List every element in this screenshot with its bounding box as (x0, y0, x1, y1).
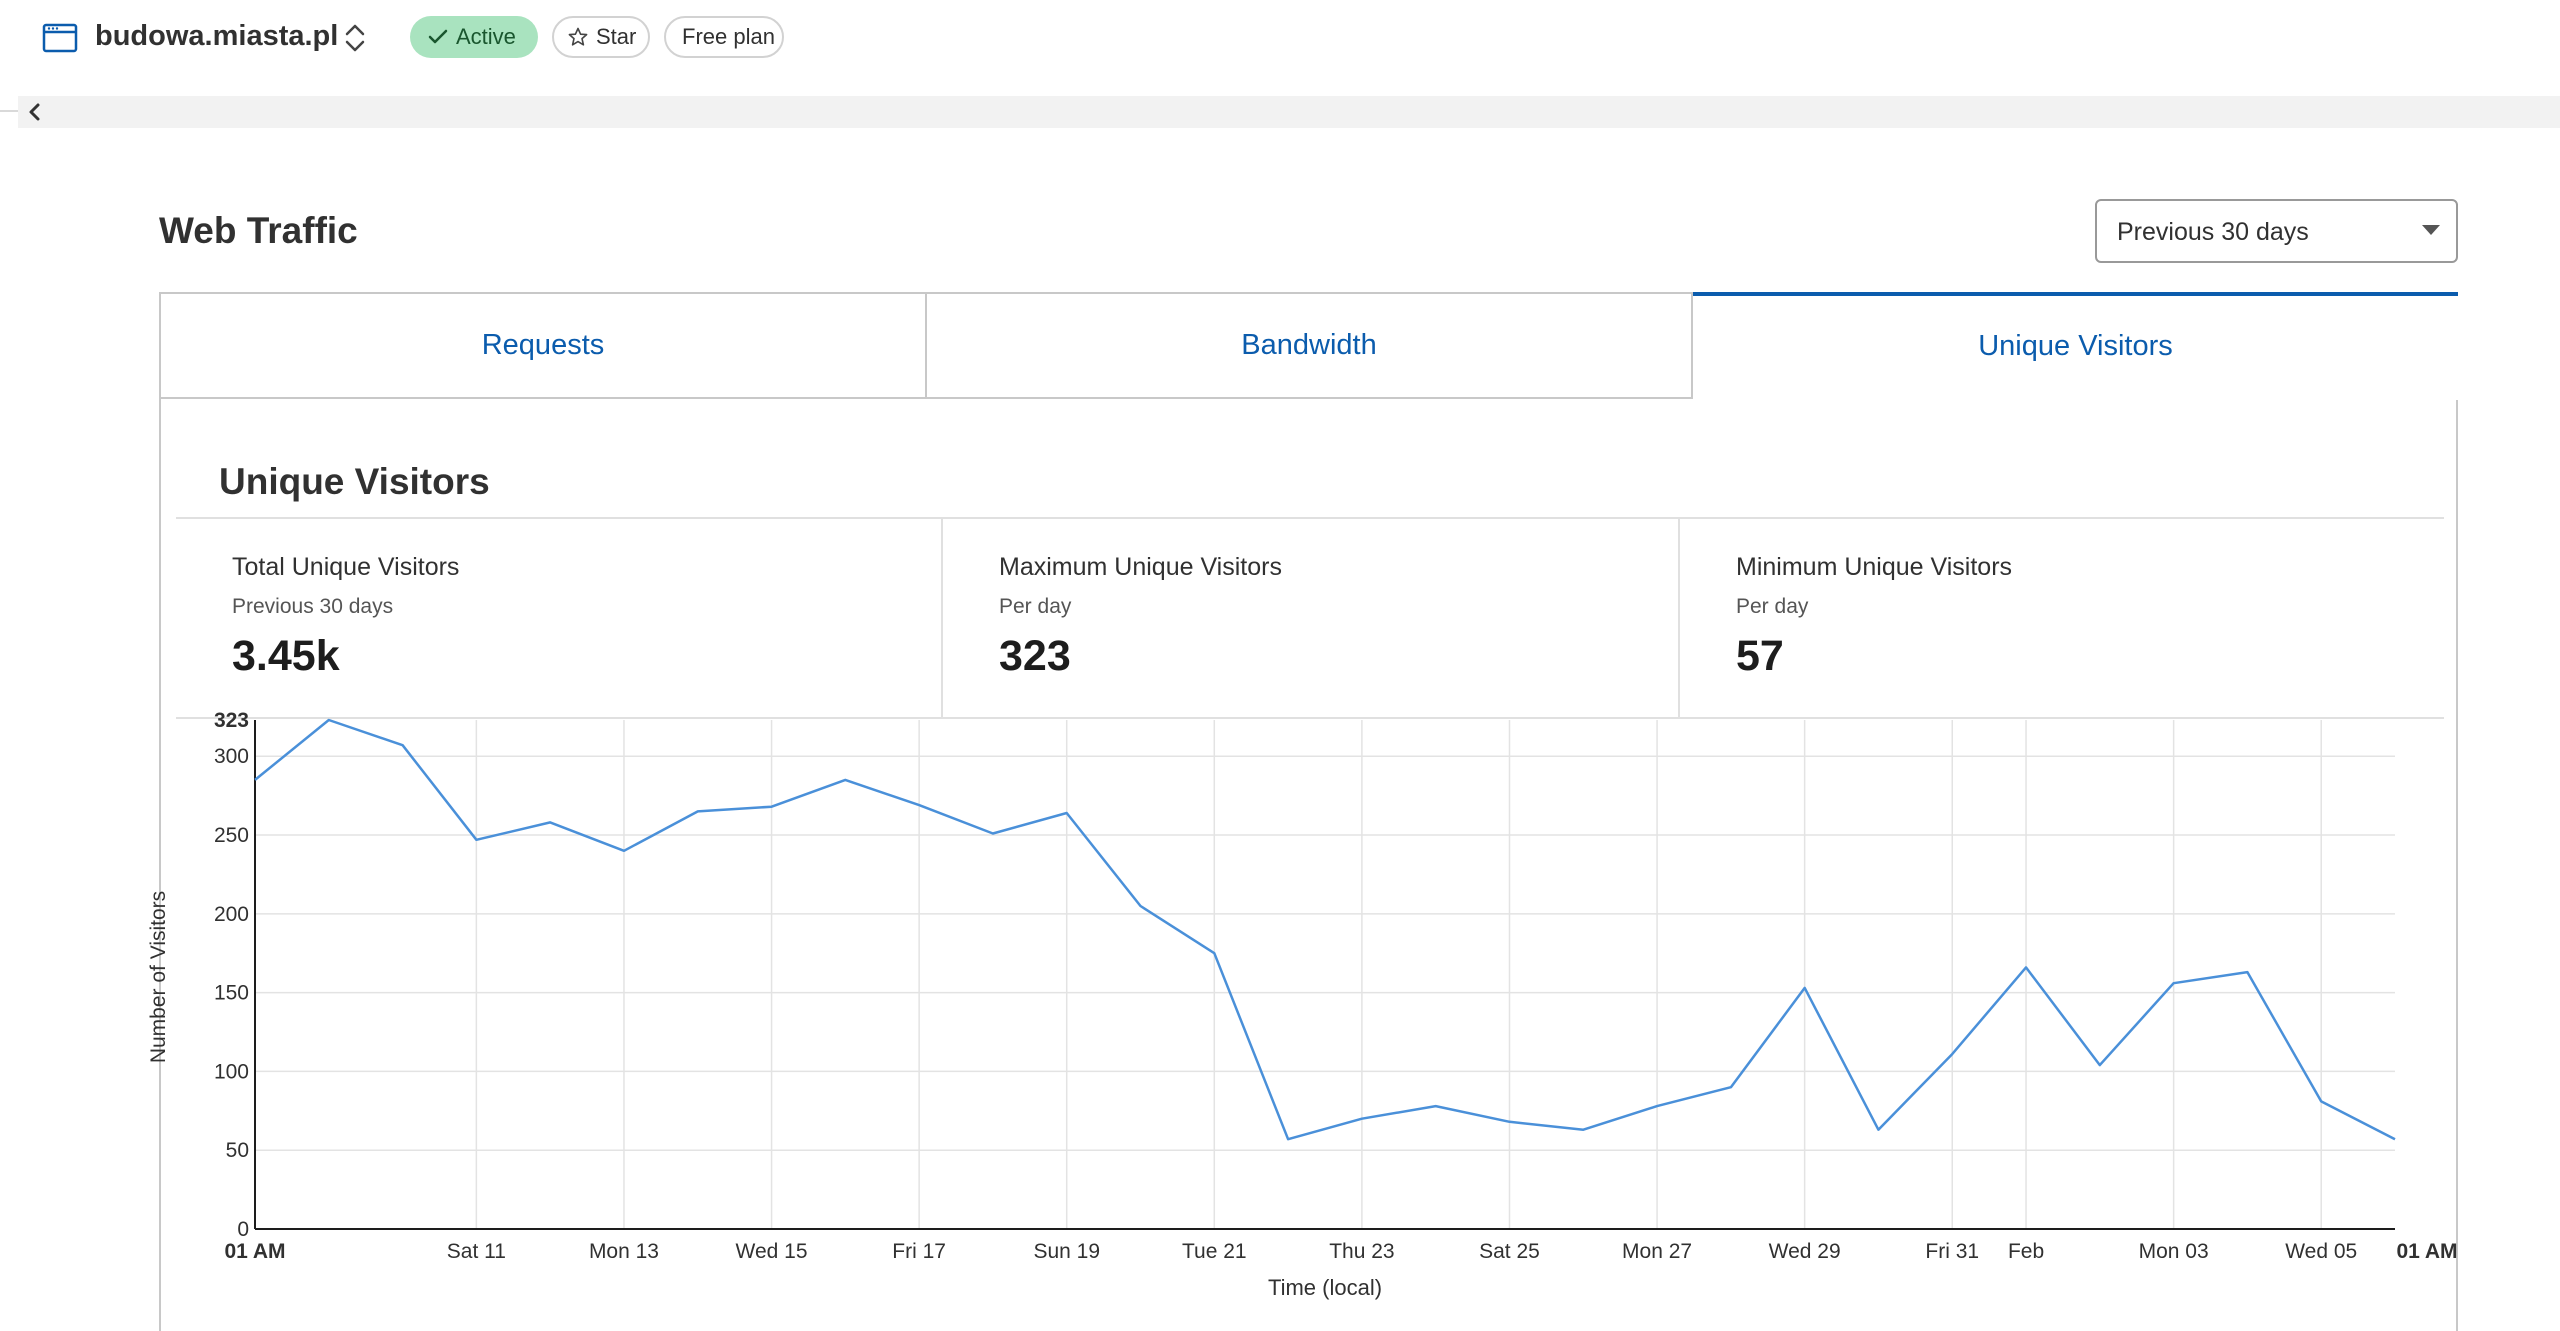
page-title: Web Traffic (159, 210, 358, 251)
x-tick-label: Fri 31 (1925, 1240, 1979, 1263)
x-tick-label: Mon 03 (2139, 1240, 2209, 1263)
x-tick-label: Wed 15 (736, 1240, 808, 1263)
time-range-select[interactable]: Previous 30 days (2095, 199, 2458, 263)
caret-down-icon (2422, 225, 2440, 235)
y-tick-label: 50 (226, 1139, 249, 1162)
status-label: Active (456, 24, 516, 49)
x-tick-label: Mon 27 (1622, 1240, 1692, 1263)
x-tick-label: Sun 19 (1033, 1240, 1100, 1263)
stat-label: Maximum Unique Visitors (999, 553, 1282, 581)
tab-bandwidth[interactable]: Bandwidth (926, 292, 1693, 399)
stat-sublabel: Previous 30 days (232, 595, 394, 618)
x-tick-label: Feb (2008, 1240, 2044, 1263)
y-tick-label: 323 (214, 709, 249, 732)
divider (0, 110, 18, 112)
star-button[interactable]: Star (552, 16, 650, 58)
x-tick-label: Thu 23 (1329, 1240, 1394, 1263)
y-tick-label: 200 (214, 903, 249, 926)
stat-total-unique-visitors: Total Unique Visitors Previous 30 days 3… (176, 519, 941, 717)
section-title: Unique Visitors (219, 461, 490, 502)
y-tick-label: 100 (214, 1060, 249, 1083)
status-badge: Active (410, 16, 538, 58)
tab-unique-visitors[interactable]: Unique Visitors (1693, 292, 2458, 400)
y-tick-label: 150 (214, 982, 249, 1005)
x-tick-label: Sat 11 (447, 1240, 506, 1263)
stat-maximum-unique-visitors: Maximum Unique Visitors Per day 323 (941, 519, 1680, 717)
stat-sublabel: Per day (999, 595, 1072, 618)
stat-label: Total Unique Visitors (232, 553, 460, 581)
x-tick-label: Wed 05 (2285, 1240, 2357, 1263)
y-axis-label: Number of Visitors (147, 891, 170, 1063)
x-tick-label: Tue 21 (1182, 1240, 1247, 1263)
x-tick-label: Fri 17 (892, 1240, 946, 1263)
series-line (254, 718, 2396, 1141)
chevron-up-down-icon[interactable] (340, 20, 370, 56)
x-tick-label: Sat 25 (1479, 1240, 1540, 1263)
x-tick-label: 01 AM (2396, 1240, 2457, 1263)
chevron-left-icon[interactable] (24, 100, 46, 124)
plan-badge[interactable]: Free plan (664, 16, 784, 58)
y-tick-label: 0 (237, 1218, 249, 1241)
top-bar: budowa.miasta.pl Active Star Free plan (0, 0, 2560, 78)
stat-minimum-unique-visitors: Minimum Unique Visitors Per day 57 (1678, 519, 2446, 717)
traffic-panel (159, 292, 2458, 1331)
x-tick-label: Mon 13 (589, 1240, 659, 1263)
site-name[interactable]: budowa.miasta.pl (95, 20, 339, 52)
y-tick-label: 250 (214, 824, 249, 847)
browser-window-icon (42, 23, 78, 53)
stat-value: 57 (1736, 632, 1784, 680)
tab-requests[interactable]: Requests (159, 292, 926, 399)
star-icon (568, 27, 588, 47)
x-tick-label: Wed 29 (1769, 1240, 1841, 1263)
y-tick-label: 300 (214, 745, 249, 768)
time-range-value: Previous 30 days (2117, 218, 2309, 246)
check-icon (428, 28, 448, 46)
stat-sublabel: Per day (1736, 595, 1809, 618)
star-label: Star (596, 24, 637, 49)
stat-label: Minimum Unique Visitors (1736, 553, 2013, 581)
x-axis-label: Time (local) (1268, 1275, 1382, 1300)
collapse-bar (18, 96, 2560, 128)
plan-label: Free plan (682, 24, 775, 49)
stats-row: Total Unique Visitors Previous 30 days 3… (176, 517, 2444, 719)
stat-value: 3.45k (232, 632, 340, 680)
x-tick-label: 01 AM (224, 1240, 285, 1263)
stat-value: 323 (999, 632, 1071, 680)
